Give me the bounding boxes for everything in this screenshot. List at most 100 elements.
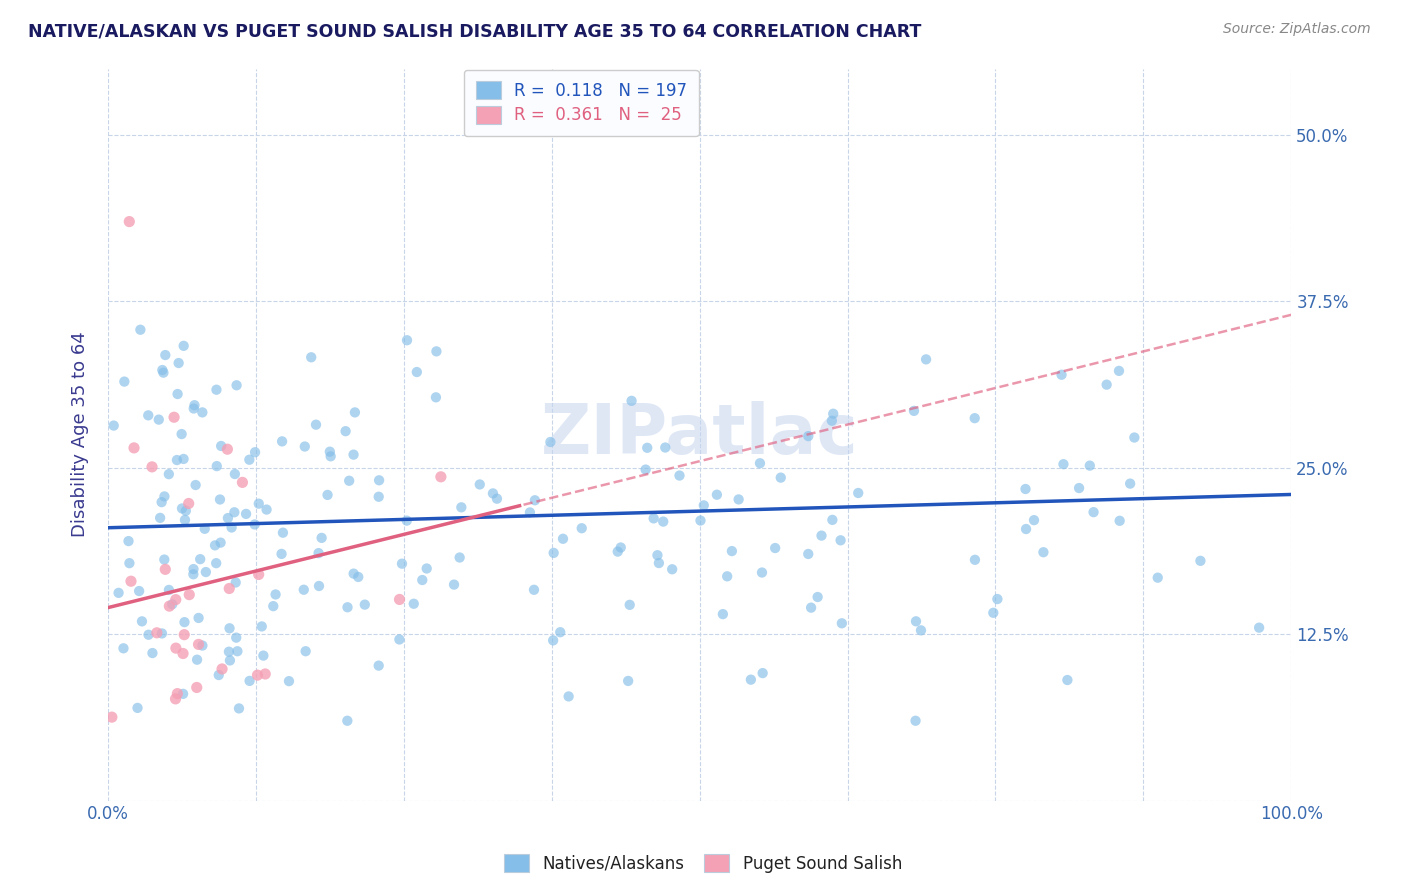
Point: [118, 214, 141, 228]
Point: [425, 344, 447, 359]
Point: [619, 598, 641, 612]
Point: [299, 351, 322, 365]
Point: [191, 639, 214, 653]
Text: ZIPatlас: ZIPatlас: [541, 401, 859, 468]
Point: [250, 619, 273, 633]
Point: [270, 547, 292, 561]
Point: [797, 429, 820, 443]
Point: [411, 573, 433, 587]
Point: [523, 493, 546, 508]
Point: [184, 478, 207, 492]
Point: [191, 405, 214, 419]
Point: [224, 505, 246, 519]
Point: [160, 597, 183, 611]
Point: [127, 701, 149, 715]
Point: [557, 690, 579, 704]
Point: [194, 565, 217, 579]
Point: [415, 561, 437, 575]
Point: [904, 714, 927, 728]
Point: [367, 490, 389, 504]
Point: [388, 592, 411, 607]
Point: [246, 668, 269, 682]
Point: [405, 365, 427, 379]
Point: [342, 448, 364, 462]
Point: [183, 562, 205, 576]
Point: [172, 647, 194, 661]
Point: [166, 387, 188, 401]
Point: [343, 405, 366, 419]
Point: [157, 582, 180, 597]
Point: [112, 375, 135, 389]
Point: [751, 666, 773, 681]
Point: [910, 624, 932, 638]
Point: [648, 556, 671, 570]
Point: [1249, 621, 1271, 635]
Point: [243, 445, 266, 459]
Point: [155, 348, 177, 362]
Point: [101, 710, 124, 724]
Point: [187, 637, 209, 651]
Point: [821, 414, 844, 428]
Point: [170, 501, 193, 516]
Point: [107, 586, 129, 600]
Point: [120, 574, 142, 589]
Point: [915, 352, 938, 367]
Point: [239, 673, 262, 688]
Point: [243, 517, 266, 532]
Point: [153, 552, 176, 566]
Point: [620, 393, 643, 408]
Point: [1146, 571, 1168, 585]
Point: [711, 607, 734, 621]
Point: [225, 378, 247, 392]
Point: [1108, 364, 1130, 378]
Point: [141, 459, 163, 474]
Point: [231, 475, 253, 490]
Point: [173, 628, 195, 642]
Point: [278, 674, 301, 689]
Point: [157, 467, 180, 482]
Point: [238, 452, 260, 467]
Point: [1022, 513, 1045, 527]
Point: [617, 673, 640, 688]
Point: [173, 615, 195, 629]
Point: [174, 504, 197, 518]
Point: [1056, 673, 1078, 687]
Point: [986, 592, 1008, 607]
Point: [1015, 522, 1038, 536]
Point: [218, 582, 240, 596]
Text: NATIVE/ALASKAN VS PUGET SOUND SALISH DISABILITY AGE 35 TO 64 CORRELATION CHART: NATIVE/ALASKAN VS PUGET SOUND SALISH DIS…: [28, 22, 921, 40]
Point: [211, 662, 233, 676]
Point: [402, 597, 425, 611]
Point: [634, 462, 657, 476]
Point: [271, 525, 294, 540]
Point: [225, 575, 247, 590]
Point: [209, 535, 232, 549]
Point: [155, 562, 177, 576]
Point: [217, 511, 239, 525]
Point: [449, 550, 471, 565]
Point: [163, 410, 186, 425]
Point: [235, 507, 257, 521]
Point: [146, 625, 169, 640]
Point: [165, 592, 187, 607]
Point: [218, 621, 240, 635]
Point: [167, 356, 190, 370]
Point: [150, 626, 173, 640]
Point: [1078, 458, 1101, 473]
Point: [797, 547, 820, 561]
Point: [153, 490, 176, 504]
Point: [228, 701, 250, 715]
Point: [208, 492, 231, 507]
Point: [138, 628, 160, 642]
Point: [543, 546, 565, 560]
Point: [173, 452, 195, 467]
Point: [689, 514, 711, 528]
Point: [541, 633, 564, 648]
Point: [430, 470, 453, 484]
Point: [311, 531, 333, 545]
Point: [1083, 505, 1105, 519]
Point: [319, 450, 342, 464]
Point: [903, 404, 925, 418]
Point: [485, 491, 508, 506]
Point: [727, 492, 749, 507]
